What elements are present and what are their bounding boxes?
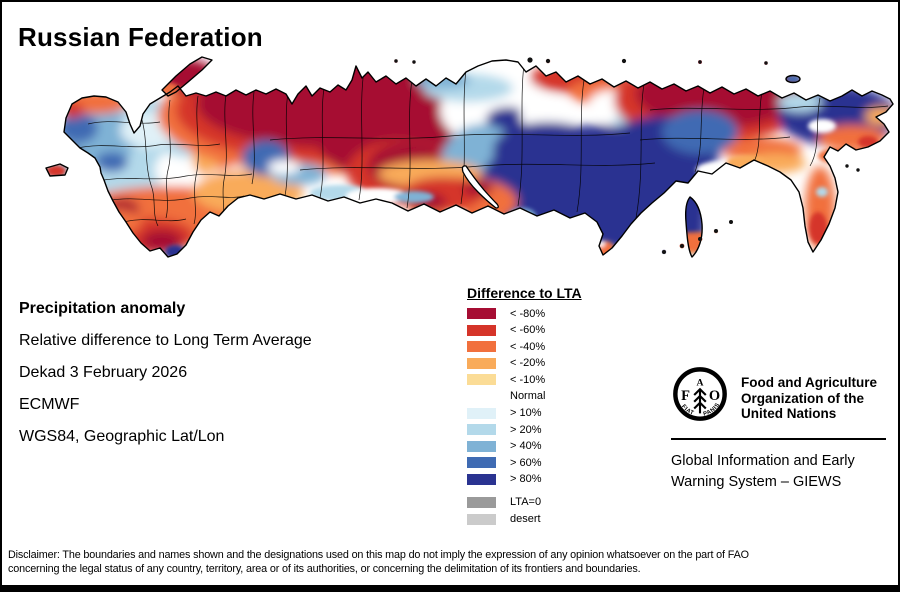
fao-logo-letter-a: A xyxy=(697,377,704,388)
legend-item: > 40% xyxy=(467,440,582,453)
map-color-patch xyxy=(785,75,801,83)
giews-line: Global Information and Early xyxy=(671,453,855,469)
fao-logo-letter-f: F xyxy=(681,388,690,404)
map-info-block: Precipitation anomaly Relative differenc… xyxy=(19,293,312,453)
legend-swatch xyxy=(467,374,496,386)
map-color-patch xyxy=(816,187,828,197)
legend-item: desert xyxy=(467,513,582,526)
anomaly-raster xyxy=(46,57,893,257)
map-color-patch xyxy=(268,160,300,174)
map-color-patch xyxy=(59,147,81,163)
legend-swatch xyxy=(467,496,496,508)
legend-swatch xyxy=(467,308,496,319)
fao-logo-letter-o: O xyxy=(709,388,720,404)
legend-item: < -80% xyxy=(467,307,582,320)
legend-label: > 10% xyxy=(510,407,542,420)
legend-item: < -40% xyxy=(467,340,582,353)
info-method: Relative difference to Long Term Average xyxy=(19,332,312,349)
legend-swatch xyxy=(467,513,496,525)
giews-label: Global Information and Early Warning Sys… xyxy=(671,451,855,493)
legend-label: > 40% xyxy=(510,440,542,453)
map-color-patch xyxy=(809,212,827,244)
legend-label: desert xyxy=(510,513,541,526)
fao-org-line: Organization of the xyxy=(741,390,864,406)
fao-org-line: Food and Agriculture xyxy=(741,375,877,390)
legend-swatch xyxy=(467,357,496,369)
disclaimer-line: Disclaimer: The boundaries and names sho… xyxy=(8,549,749,561)
legend-item: < -10% xyxy=(467,373,582,386)
map-color-patch xyxy=(394,191,434,203)
legend-label: > 20% xyxy=(510,423,542,436)
disclaimer: Disclaimer: The boundaries and names sho… xyxy=(8,549,880,576)
info-source: ECMWF xyxy=(19,396,80,413)
admin-boundaries xyxy=(77,63,889,227)
legend-label: > 60% xyxy=(510,456,542,469)
legend-label: Normal xyxy=(510,390,546,403)
legend-label: < -20% xyxy=(510,357,546,370)
legend-label: < -40% xyxy=(510,340,546,353)
info-heading: Precipitation anomaly xyxy=(19,300,186,317)
info-dekad: Dekad 3 February 2026 xyxy=(19,364,188,381)
disclaimer-line: concerning the legal status of any count… xyxy=(8,562,641,575)
legend-item: > 20% xyxy=(467,423,582,436)
legend-item: < -20% xyxy=(467,357,582,370)
legend-swatch xyxy=(467,424,496,436)
legend-label: < -10% xyxy=(510,373,546,386)
fao-logo-icon: F O A FIAT PANIS xyxy=(673,367,727,421)
legend-swatch xyxy=(467,390,496,402)
legend-swatch xyxy=(467,440,496,452)
map-color-patch xyxy=(94,209,142,235)
legend-item: < -60% xyxy=(467,324,582,337)
fao-org-name: Food and Agriculture Organization of the… xyxy=(741,375,877,422)
fao-org-line: United Nations xyxy=(741,406,837,421)
legend-swatch xyxy=(467,407,496,419)
wheat-ear-icon xyxy=(693,387,707,414)
legend-item: > 10% xyxy=(467,407,582,420)
legend-item: > 80% xyxy=(467,473,582,486)
info-projection: WGS84, Geographic Lat/Lon xyxy=(19,428,225,445)
giews-line: Warning System – GIEWS xyxy=(671,474,842,490)
legend-swatch xyxy=(467,324,496,336)
legend-label: > 80% xyxy=(510,473,542,486)
map-color-patch xyxy=(778,92,822,112)
map-color-patch xyxy=(865,107,893,125)
fao-branding: F O A FIAT PANIS Food and Agriculture Or… xyxy=(671,365,877,425)
legend: Difference to LTA < -80% < -60% < -40% <… xyxy=(467,285,582,530)
map-color-patch xyxy=(493,122,603,178)
map-color-patch xyxy=(662,110,738,154)
legend-swatch xyxy=(467,473,496,485)
fao-divider xyxy=(671,438,886,440)
legend-label: < -80% xyxy=(510,307,546,320)
page-title: Russian Federation xyxy=(18,22,263,52)
map-color-patch xyxy=(96,152,128,172)
legend-label: LTA=0 xyxy=(510,496,542,509)
legend-label: < -60% xyxy=(510,324,546,337)
map-color-patch xyxy=(818,147,874,165)
legend-title: Difference to LTA xyxy=(467,285,582,301)
legend-item: > 60% xyxy=(467,456,582,469)
map-color-patch xyxy=(858,136,878,148)
legend-swatch xyxy=(467,457,496,469)
legend-item: LTA=0 xyxy=(467,496,582,509)
map-color-patch xyxy=(808,119,836,133)
small-islands xyxy=(394,57,860,254)
map-color-patch xyxy=(46,165,66,177)
legend-swatch xyxy=(467,341,496,353)
lake-baikal xyxy=(461,165,499,209)
map-color-patch xyxy=(346,188,410,204)
legend-item: Normal xyxy=(467,390,582,403)
